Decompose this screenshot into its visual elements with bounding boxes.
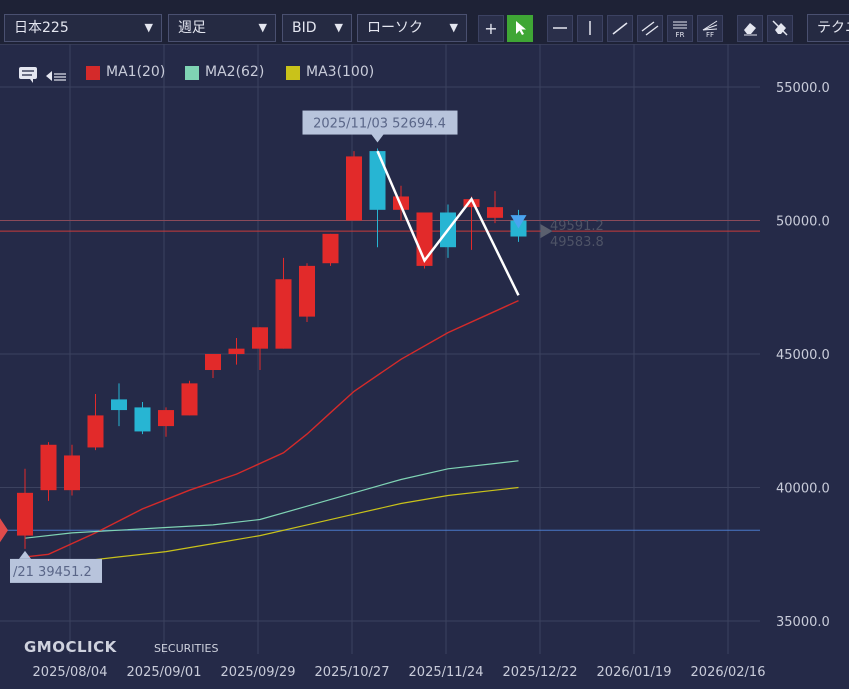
candle-body[interactable] (322, 233, 339, 264)
erase-all-button[interactable] (767, 15, 793, 42)
chevron-down-icon: ▼ (144, 21, 153, 34)
chevron-down-icon: ▼ (258, 21, 267, 34)
x-tick-label: 2025/09/01 (127, 665, 202, 680)
candle-body[interactable] (40, 444, 57, 491)
candle-body[interactable] (369, 151, 386, 210)
candle-body[interactable] (158, 410, 174, 427)
candle-body[interactable] (111, 399, 127, 411)
brand-watermark-sub: SECURITIES (154, 642, 218, 655)
candle-body[interactable] (252, 327, 268, 349)
vertical-line-icon (589, 21, 591, 35)
bid-price-label: 49591.2 (550, 219, 604, 234)
crosshair-button[interactable]: + (478, 15, 504, 42)
x-tick-label: 2025/09/29 (221, 665, 296, 680)
ask-price-label: 49583.8 (550, 235, 604, 250)
high-price-callout (302, 110, 458, 135)
chevron-down-icon: ▼ (449, 21, 458, 34)
x-tick-label: 2025/11/24 (409, 665, 484, 680)
latest-price-marker (510, 215, 527, 229)
technical-label: テクニ (817, 20, 849, 36)
fibonacci-retracement-button[interactable]: FR (667, 15, 693, 42)
candle-body[interactable] (299, 265, 315, 317)
period-select[interactable]: 週足 ▼ (168, 14, 276, 42)
collapse-legend-icon[interactable] (44, 66, 68, 83)
price-pointer-icon (540, 224, 553, 239)
eraser-all-icon (772, 20, 788, 36)
pointer-button[interactable] (507, 15, 533, 42)
chart-style-value: ローソク (367, 20, 423, 36)
x-tick-label: 2025/08/04 (33, 665, 108, 680)
technical-indicator-menu[interactable]: テクニ (807, 14, 849, 42)
horizontal-line-icon (553, 27, 567, 29)
horizontal-line-button[interactable] (547, 15, 573, 42)
chart-toolbar: 日本225 ▼ 週足 ▼ BID ▼ ローソク ▼ + FR FF (0, 0, 849, 45)
symbol-value: 日本225 (14, 20, 69, 36)
zigzag-trendline-drawing[interactable] (376, 150, 520, 296)
parallel-channel-button[interactable] (637, 15, 663, 42)
left-edge-marker (0, 518, 8, 543)
candle-body[interactable] (228, 348, 245, 354)
x-tick-label: 2025/10/27 (315, 665, 390, 680)
candle-body[interactable] (346, 156, 362, 221)
vertical-line-button[interactable] (577, 15, 603, 42)
low-price-callout (10, 558, 102, 583)
price-chart[interactable]: 35000.0 40000.0 45000.0 50000.0 55000.0 2025/… (0, 44, 849, 689)
brand-watermark: GMOCLICK (24, 638, 118, 656)
legend-label: MA1(20) (106, 64, 166, 80)
candle-body[interactable] (487, 207, 503, 218)
ma-line-2 (24, 460, 519, 539)
parallel-lines-icon (641, 21, 659, 36)
candle-body[interactable] (17, 492, 33, 536)
candle-body[interactable] (181, 383, 198, 416)
legend-label: MA3(100) (306, 64, 375, 80)
eraser-icon (744, 23, 757, 36)
y-tick-label: 40000.0 (776, 482, 830, 497)
price-side-value: BID (292, 20, 317, 36)
price-side-select[interactable]: BID ▼ (282, 14, 352, 42)
high-price-label: 2025/11/03 52694.4 (313, 117, 446, 132)
candle-body[interactable] (463, 199, 480, 208)
cursor-arrow-icon (516, 21, 526, 35)
legend-swatch (185, 66, 199, 80)
candle-body[interactable] (87, 415, 104, 448)
x-tick-label: 2026/02/16 (691, 665, 766, 680)
candle-body[interactable] (64, 455, 80, 491)
chart-style-select[interactable]: ローソク ▼ (357, 14, 467, 42)
legend-label: MA2(62) (205, 64, 265, 80)
candle-body[interactable] (510, 220, 527, 237)
y-tick-label: 50000.0 (776, 215, 830, 230)
x-tick-label: 2026/01/19 (597, 665, 672, 680)
fibonacci-retracement-icon: FR (673, 21, 687, 39)
chat-bubble-icon[interactable] (18, 66, 40, 83)
low-price-callout-pointer (19, 550, 31, 559)
candle-body[interactable] (275, 279, 292, 349)
candle-body[interactable] (205, 354, 221, 371)
fibonacci-fan-button[interactable]: FF (697, 15, 723, 42)
y-tick-label: 35000.0 (776, 615, 830, 630)
ma-line-3 (24, 486, 519, 569)
eraser-button[interactable] (737, 15, 763, 42)
symbol-select[interactable]: 日本225 ▼ (4, 14, 162, 42)
legend-swatch (86, 66, 100, 80)
fibonacci-retracement-label: FR (676, 31, 685, 39)
ma-line-1 (24, 299, 519, 558)
crosshair-icon: + (484, 19, 498, 38)
y-tick-label: 45000.0 (776, 348, 830, 363)
candle-body[interactable] (134, 407, 151, 432)
high-price-callout-pointer (371, 134, 384, 143)
fibonacci-fan-label: FF (706, 31, 714, 39)
legend-swatch (286, 66, 300, 80)
low-price-label: /21 39451.2 (13, 565, 92, 580)
trendline-button[interactable] (607, 15, 633, 42)
y-tick-label: 55000.0 (776, 81, 830, 96)
period-value: 週足 (178, 20, 206, 36)
fibonacci-fan-icon: FF (702, 20, 718, 39)
chevron-down-icon: ▼ (334, 21, 343, 34)
x-tick-label: 2025/12/22 (503, 665, 578, 680)
trendline-icon (612, 22, 628, 35)
